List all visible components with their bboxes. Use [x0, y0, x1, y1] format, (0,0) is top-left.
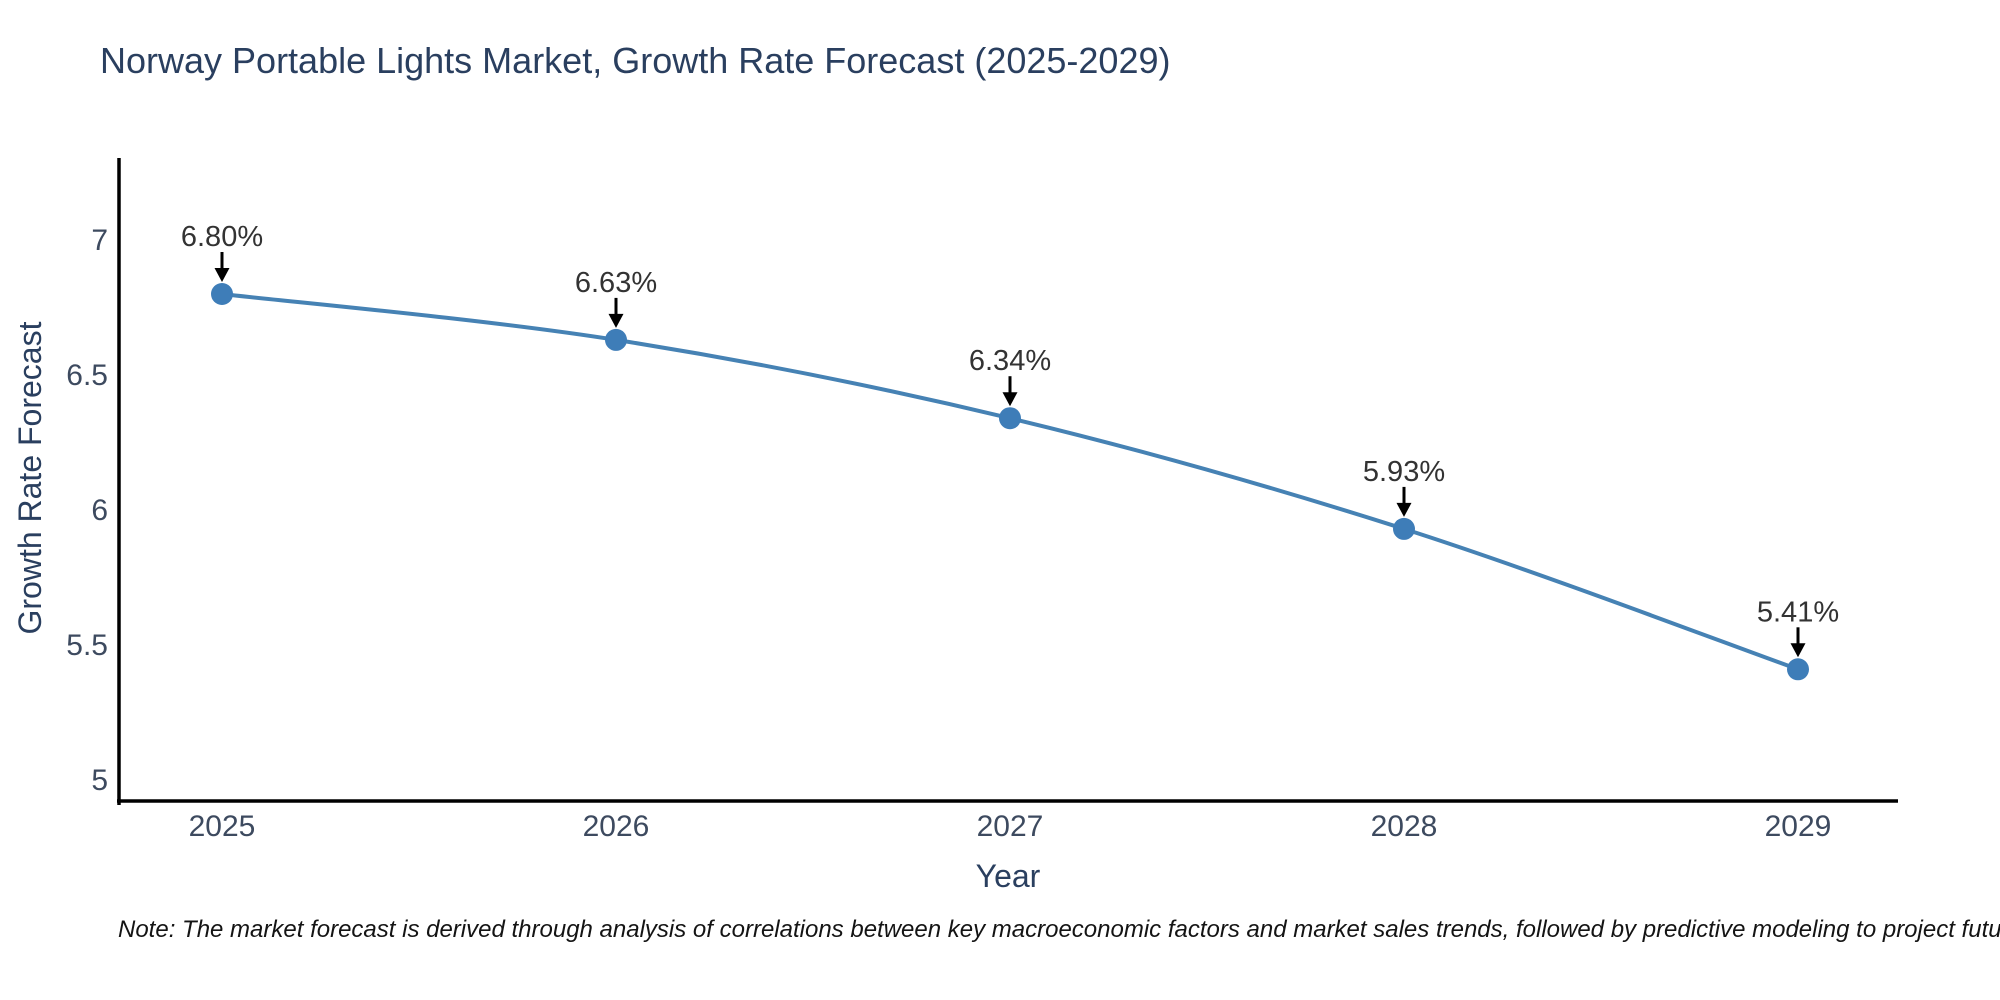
data-point-marker — [211, 283, 233, 305]
y-tick-label: 7 — [91, 224, 108, 257]
annotation-label: 5.93% — [1363, 456, 1445, 488]
y-tick-label: 5.5 — [66, 629, 108, 662]
x-tick-label: 2028 — [1371, 810, 1438, 843]
x-axis-title: Year — [975, 858, 1041, 894]
annotation-arrowhead — [1002, 392, 1018, 407]
annotation-label: 6.34% — [969, 345, 1051, 377]
x-tick-label: 2026 — [583, 810, 650, 843]
annotation-arrowhead — [214, 268, 230, 282]
y-tick-label: 5 — [91, 764, 108, 797]
data-point-marker — [1393, 517, 1415, 540]
data-point-marker — [1787, 658, 1809, 681]
annotation-arrowhead — [1790, 643, 1806, 658]
chart-title: Norway Portable Lights Market, Growth Ra… — [100, 40, 1171, 81]
x-tick-label: 2027 — [977, 810, 1044, 843]
annotation-arrowhead — [608, 313, 624, 328]
data-point-marker — [999, 407, 1021, 430]
annotation-arrowhead — [1396, 502, 1412, 517]
x-tick-label: 2029 — [1765, 810, 1832, 843]
y-tick-label: 6 — [91, 494, 108, 527]
annotation-label: 5.41% — [1757, 596, 1839, 628]
data-point-marker — [605, 328, 627, 351]
annotation-label: 6.63% — [575, 267, 657, 299]
chart-footnote: Note: The market forecast is derived thr… — [118, 916, 2000, 943]
annotation-label: 6.80% — [181, 221, 263, 253]
y-tick-label: 6.5 — [66, 359, 108, 392]
x-tick-label: 2025 — [189, 810, 256, 843]
